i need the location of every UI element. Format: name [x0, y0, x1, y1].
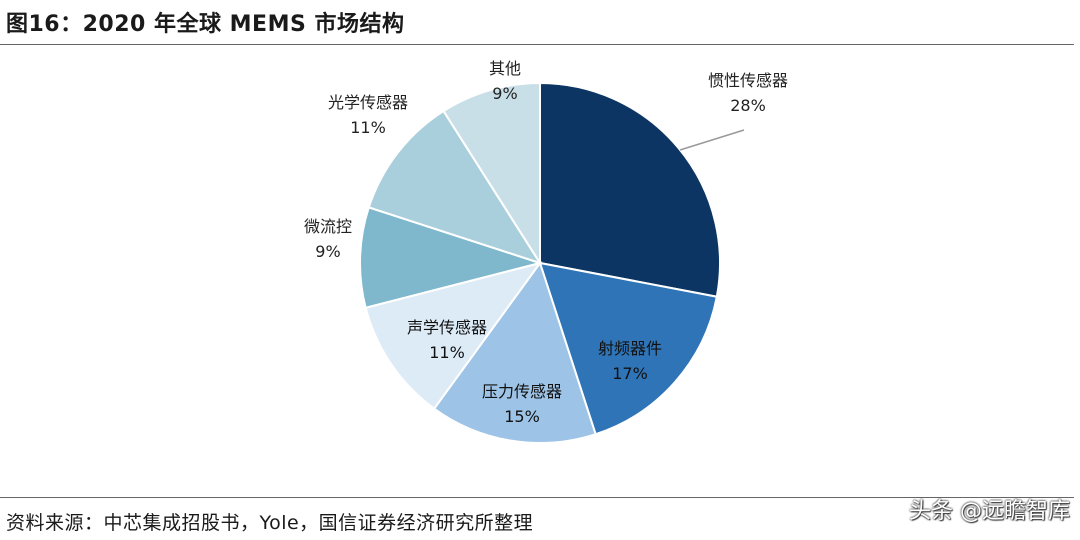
slice-label-7: 其他 [489, 59, 521, 78]
pie-slice-6 [367, 109, 543, 265]
slice-value-6: 11% [350, 118, 386, 137]
top-divider [0, 44, 1074, 45]
pie-slice-2 [538, 261, 718, 436]
pie-slice-3 [432, 260, 597, 444]
pie-chart: 惯性传感器 28% 射频器件 17% 压力传感器 15% 声学传感器 11% 微流控 9% 光学传感… [304, 59, 788, 444]
slice-value-7: 9% [492, 84, 517, 103]
slice-label-3: 压力传感器 [482, 382, 562, 401]
pie-slice-5 [359, 206, 544, 309]
slice-value-3: 15% [504, 407, 540, 426]
chart-title: 图16：2020 年全球 MEMS 市场结构 [6, 12, 405, 37]
slice-value-1: 28% [730, 96, 766, 115]
slice-value-5: 9% [315, 242, 340, 261]
watermark: 头条 @远瞻智库 [909, 499, 1070, 524]
slice-label-4: 声学传感器 [407, 318, 487, 337]
leader-line [679, 129, 745, 151]
pie-slice-4 [364, 261, 543, 411]
pie-slice-1 [539, 81, 721, 298]
source-note: 资料来源：中芯集成招股书，Yole，国信证券经济研究所整理 [6, 512, 534, 534]
slice-label-2: 射频器件 [598, 339, 662, 358]
slice-value-4: 11% [429, 343, 465, 362]
slice-label-6: 光学传感器 [328, 93, 408, 112]
slice-label-1: 惯性传感器 [708, 71, 788, 90]
slice-value-2: 17% [612, 364, 648, 383]
bottom-divider [0, 497, 1074, 498]
slice-label-5: 微流控 [304, 217, 352, 236]
pie-slice-7 [442, 81, 541, 267]
